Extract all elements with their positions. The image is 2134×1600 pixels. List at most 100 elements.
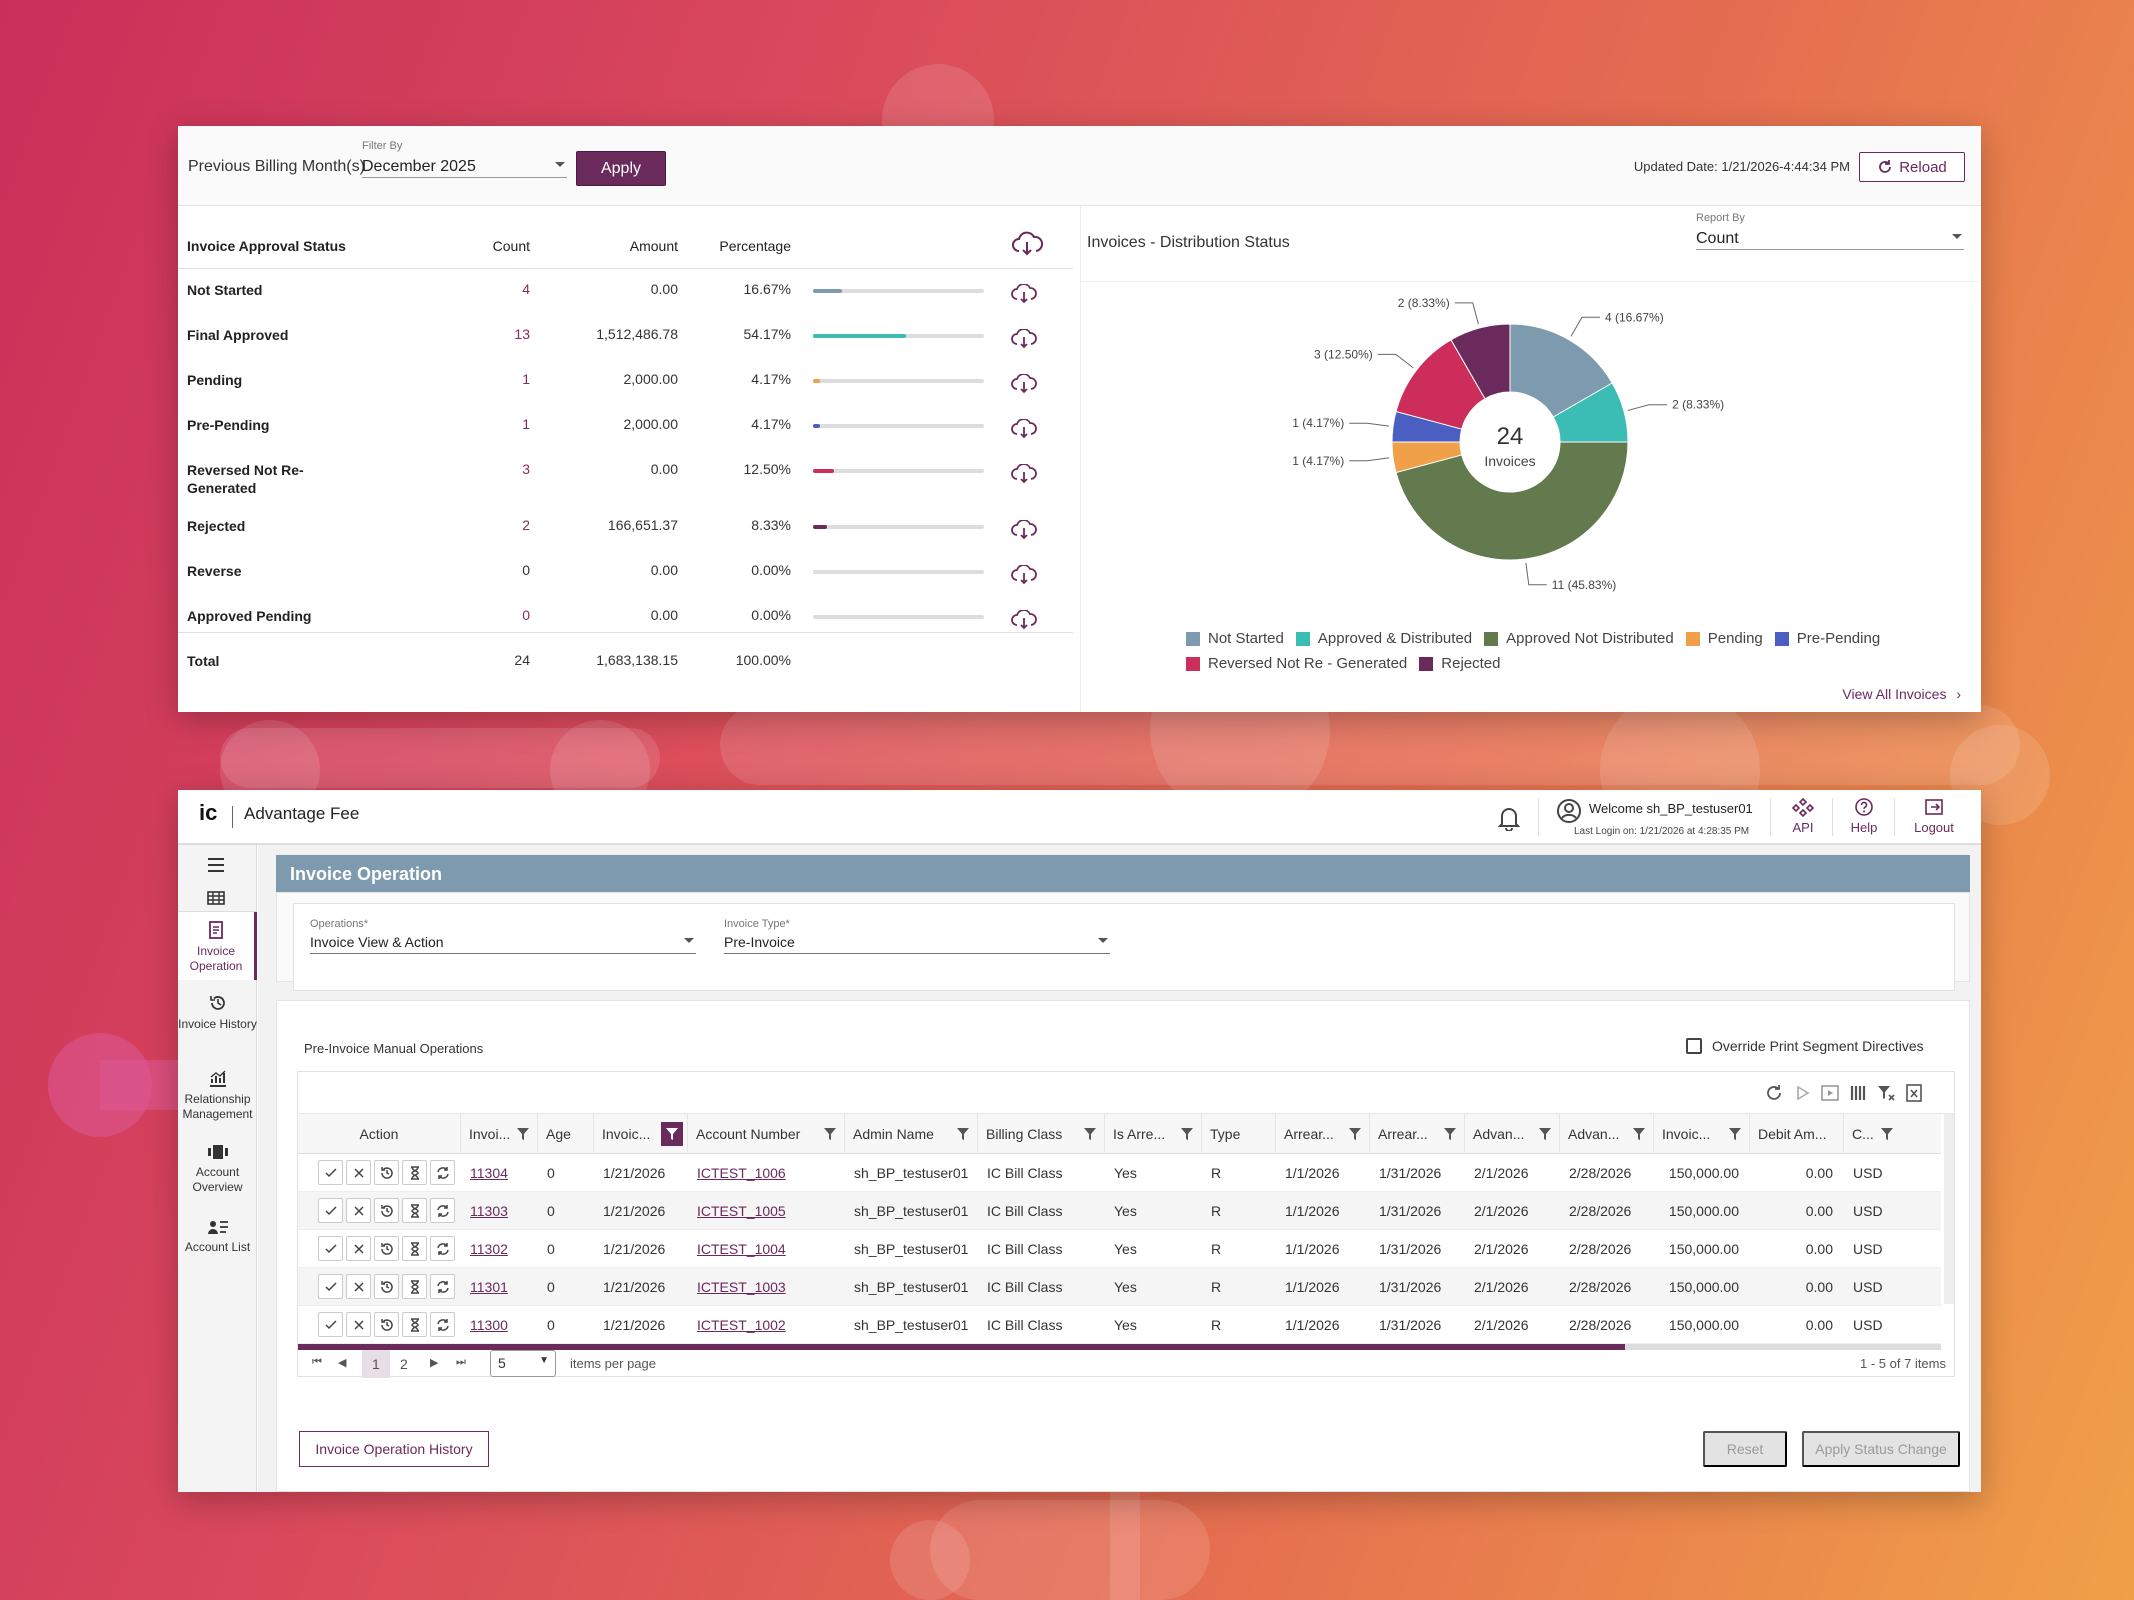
account-number-link[interactable]: ICTEST_1003 <box>697 1279 786 1295</box>
column-header[interactable]: Account Number <box>687 1114 844 1154</box>
column-header[interactable]: Advan... <box>1559 1114 1653 1154</box>
download-icon[interactable] <box>1011 419 1037 439</box>
column-header[interactable]: Admin Name <box>844 1114 977 1154</box>
legend-item[interactable]: Pending <box>1685 628 1763 650</box>
account-number-link[interactable]: ICTEST_1004 <box>697 1241 786 1257</box>
filter-icon[interactable] <box>824 1128 836 1140</box>
download-icon[interactable] <box>1011 329 1037 349</box>
hourglass-action-button[interactable] <box>402 1312 427 1337</box>
column-header[interactable]: Invoi... <box>460 1114 537 1154</box>
invoice-number-link[interactable]: 11302 <box>470 1241 508 1257</box>
override-print-segment-checkbox[interactable]: Override Print Segment Directives <box>1686 1038 1924 1054</box>
column-header[interactable]: C... <box>1843 1114 1901 1154</box>
column-header[interactable]: Is Arre... <box>1104 1114 1201 1154</box>
horizontal-scrollbar[interactable] <box>298 1344 1941 1350</box>
prev-page-icon[interactable]: ◀ <box>338 1357 347 1369</box>
column-header[interactable]: Action <box>298 1114 460 1154</box>
reload-button[interactable]: Reload <box>1859 152 1965 182</box>
account-number-link[interactable]: ICTEST_1006 <box>697 1165 786 1181</box>
column-header[interactable]: Advan... <box>1464 1114 1559 1154</box>
column-header[interactable]: Invoic... <box>593 1114 687 1154</box>
play-icon[interactable] <box>1792 1083 1812 1103</box>
checkbox-icon[interactable] <box>1686 1038 1702 1054</box>
hamburger-menu-icon[interactable] <box>206 857 226 873</box>
download-icon[interactable] <box>1011 284 1037 304</box>
filter-icon[interactable] <box>1633 1128 1645 1140</box>
grid-icon[interactable] <box>206 890 226 906</box>
filter-icon[interactable] <box>1881 1128 1893 1140</box>
clear-filter-icon[interactable] <box>1876 1083 1896 1103</box>
hourglass-action-button[interactable] <box>402 1160 427 1185</box>
first-page-icon[interactable]: ⏮ <box>312 1356 322 1368</box>
sidebar-item-invoice-history[interactable]: Invoice History <box>178 985 257 1053</box>
history-action-button[interactable] <box>374 1236 399 1261</box>
history-action-button[interactable] <box>374 1312 399 1337</box>
legend-item[interactable]: Not Started <box>1186 628 1284 650</box>
download-icon[interactable] <box>1011 520 1037 540</box>
active-filter-icon[interactable] <box>661 1122 683 1146</box>
download-icon[interactable] <box>1011 565 1037 585</box>
donut-slice[interactable] <box>1450 323 1511 400</box>
history-action-button[interactable] <box>374 1274 399 1299</box>
history-action-button[interactable] <box>374 1160 399 1185</box>
filter-by-select[interactable]: Filter By December 2025 <box>362 140 567 178</box>
filter-icon[interactable] <box>1539 1128 1551 1140</box>
hourglass-action-button[interactable] <box>402 1198 427 1223</box>
legend-item[interactable]: Pre-Pending <box>1774 628 1880 650</box>
invoice-type-select[interactable]: Invoice Type* Pre-Invoice <box>724 918 1110 954</box>
column-header[interactable]: Type <box>1201 1114 1275 1154</box>
apply-status-change-button[interactable]: Apply Status Change <box>1802 1431 1960 1467</box>
download-icon[interactable] <box>1011 464 1037 484</box>
hourglass-action-button[interactable] <box>402 1274 427 1299</box>
filter-icon[interactable] <box>1444 1128 1456 1140</box>
sync-action-button[interactable] <box>430 1236 455 1261</box>
legend-item[interactable]: Approved & Distributed <box>1295 628 1472 650</box>
sync-action-button[interactable] <box>430 1160 455 1185</box>
scrollbar-thumb[interactable] <box>298 1344 1625 1350</box>
close-action-button[interactable] <box>346 1274 371 1299</box>
filter-icon[interactable] <box>957 1128 969 1140</box>
sync-action-button[interactable] <box>430 1198 455 1223</box>
hourglass-action-button[interactable] <box>402 1236 427 1261</box>
page-1-button[interactable]: 1 <box>372 1356 380 1372</box>
columns-icon[interactable] <box>1848 1083 1868 1103</box>
vertical-scrollbar[interactable] <box>1944 1114 1954 1304</box>
column-header[interactable]: Arrear... <box>1275 1114 1369 1154</box>
check-action-button[interactable] <box>318 1274 343 1299</box>
sync-action-button[interactable] <box>430 1312 455 1337</box>
filter-icon[interactable] <box>1084 1128 1096 1140</box>
invoice-operation-history-button[interactable]: Invoice Operation History <box>299 1431 489 1467</box>
bell-icon[interactable] <box>1498 805 1520 831</box>
filter-icon[interactable] <box>1349 1128 1361 1140</box>
page-size-select[interactable]: 5 ▼ <box>490 1350 556 1377</box>
view-all-invoices-link[interactable]: View All Invoices › <box>1842 686 1961 702</box>
column-header[interactable]: Age <box>537 1114 593 1154</box>
close-action-button[interactable] <box>346 1160 371 1185</box>
column-header[interactable]: Billing Class <box>977 1114 1104 1154</box>
logout-button[interactable]: Logout <box>1906 797 1962 835</box>
account-number-link[interactable]: ICTEST_1005 <box>697 1203 786 1219</box>
report-by-select[interactable]: Report By Count <box>1696 212 1964 250</box>
filter-icon[interactable] <box>517 1128 529 1140</box>
check-action-button[interactable] <box>318 1312 343 1337</box>
close-action-button[interactable] <box>346 1198 371 1223</box>
history-action-button[interactable] <box>374 1198 399 1223</box>
sync-action-button[interactable] <box>430 1274 455 1299</box>
operations-select[interactable]: Operations* Invoice View & Action <box>310 918 696 954</box>
donut-slice[interactable] <box>1395 441 1629 561</box>
invoice-number-link[interactable]: 11300 <box>470 1317 508 1333</box>
invoice-number-link[interactable]: 11303 <box>470 1203 508 1219</box>
download-all-icon[interactable] <box>1011 231 1043 257</box>
next-page-icon[interactable]: ▶ <box>430 1357 439 1369</box>
run-step-icon[interactable] <box>1820 1083 1840 1103</box>
sidebar-item-relationship-management[interactable]: Relationship Management <box>178 1060 257 1128</box>
check-action-button[interactable] <box>318 1236 343 1261</box>
sidebar-item-invoice-operation[interactable]: Invoice Operation <box>178 912 257 980</box>
refresh-icon[interactable] <box>1764 1083 1784 1103</box>
donut-slice[interactable] <box>1509 323 1613 418</box>
api-button[interactable]: API <box>1783 797 1823 835</box>
close-action-button[interactable] <box>346 1236 371 1261</box>
sidebar-item-account-overview[interactable]: Account Overview <box>178 1135 257 1203</box>
close-action-button[interactable] <box>346 1312 371 1337</box>
account-number-link[interactable]: ICTEST_1002 <box>697 1317 786 1333</box>
